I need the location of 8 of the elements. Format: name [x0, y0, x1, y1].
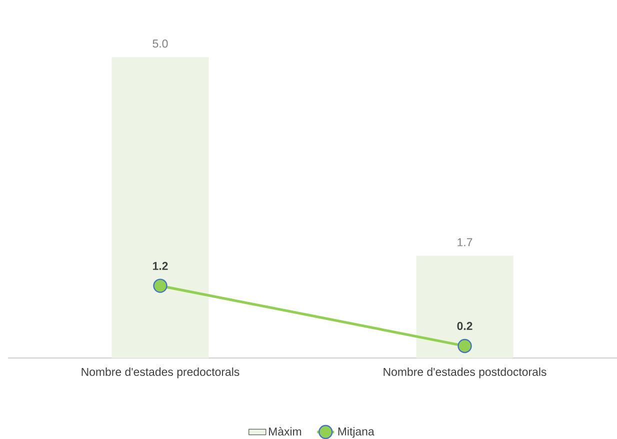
x-tick-label: Nombre d'estades predoctorals — [82, 368, 240, 378]
data-label: 1.2 — [153, 262, 168, 270]
data-label: 5.0 — [152, 40, 168, 48]
x-tick-label: Nombre d'estades postdoctorals — [384, 368, 546, 378]
legend-label: Mitjana — [338, 427, 374, 438]
legend-label: Màxim — [269, 427, 302, 436]
data-label: 0.2 — [457, 322, 472, 330]
data-label: 1.7 — [458, 238, 472, 246]
